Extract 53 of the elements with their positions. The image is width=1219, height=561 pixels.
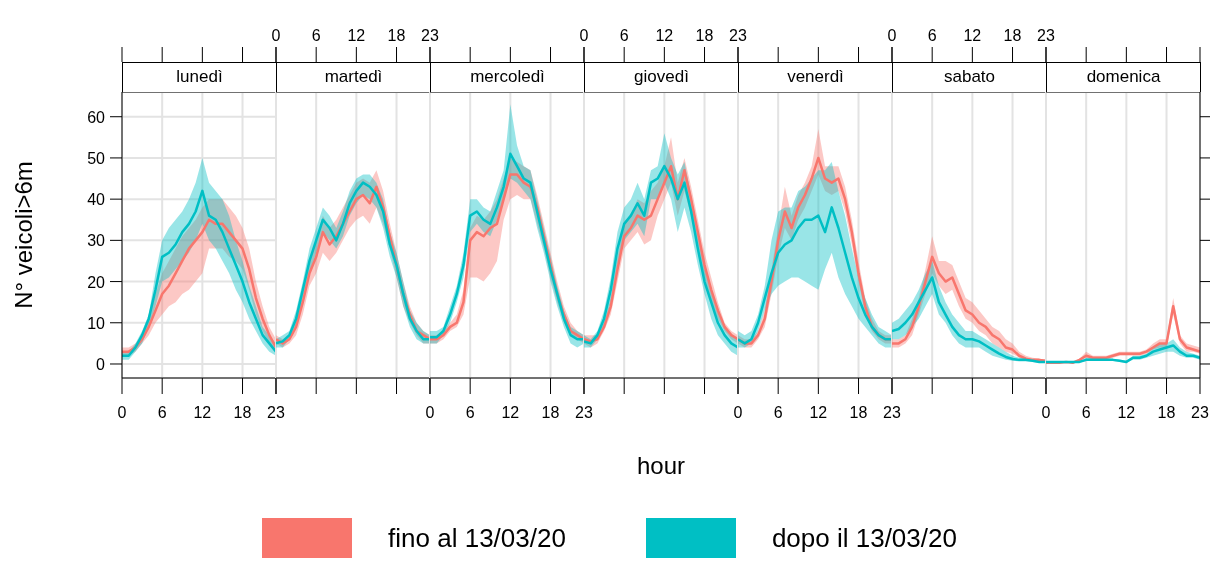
x-tick-label: 23 bbox=[883, 404, 901, 421]
chart-title: domenica bbox=[1046, 62, 1201, 92]
legend-label: dopo il 13/03/20 bbox=[771, 522, 957, 554]
x-tick-label: 18 bbox=[541, 404, 560, 421]
y-tick-label: 50 bbox=[87, 149, 106, 167]
x-tick-label: 23 bbox=[421, 27, 439, 44]
x-tick-label: 12 bbox=[963, 27, 982, 44]
y-tick-label: 30 bbox=[87, 232, 106, 250]
x-tick-label: 6 bbox=[619, 27, 629, 44]
x-tick-label: 6 bbox=[773, 404, 783, 421]
x-tick-label: 23 bbox=[1037, 27, 1055, 44]
y-tick-label: 60 bbox=[87, 108, 106, 126]
chart-title: sabato bbox=[892, 62, 1047, 92]
chart-title: lunedì bbox=[122, 62, 277, 92]
x-tick-label: 23 bbox=[1191, 404, 1209, 421]
x-tick-label: 12 bbox=[809, 404, 828, 421]
x-tick-label: 6 bbox=[927, 27, 937, 44]
x-tick-label: 0 bbox=[1041, 404, 1051, 421]
x-tick-label: 18 bbox=[387, 27, 406, 44]
y-tick-label: 10 bbox=[87, 314, 106, 332]
x-tick-label: 6 bbox=[311, 27, 321, 44]
x-tick-label: 6 bbox=[465, 404, 475, 421]
x-tick-label: 12 bbox=[655, 27, 674, 44]
x-tick-label: 23 bbox=[575, 404, 593, 421]
chart-title: giovedì bbox=[584, 62, 739, 92]
x-tick-label: 12 bbox=[501, 404, 520, 421]
x-tick-label: 6 bbox=[1081, 404, 1091, 421]
y-axis-title: N° veicoli>6m bbox=[9, 160, 38, 311]
x-tick-label: 0 bbox=[271, 27, 281, 44]
x-tick-label: 18 bbox=[1157, 404, 1176, 421]
x-tick-label: 18 bbox=[849, 404, 868, 421]
chart-title: venerdì bbox=[738, 62, 893, 92]
x-tick-label: 0 bbox=[579, 27, 589, 44]
x-tick-label: 12 bbox=[1117, 404, 1136, 421]
x-tick-label: 0 bbox=[733, 404, 743, 421]
y-tick-label: 40 bbox=[87, 191, 106, 209]
x-tick-label: 0 bbox=[117, 404, 127, 421]
x-tick-label: 23 bbox=[729, 27, 747, 44]
x-tick-label: 12 bbox=[193, 404, 212, 421]
y-tick-label: 0 bbox=[96, 355, 106, 373]
x-tick-label: 18 bbox=[233, 404, 252, 421]
x-tick-label: 0 bbox=[887, 27, 897, 44]
x-tick-label: 0 bbox=[425, 404, 435, 421]
legend-label: fino al 13/03/20 bbox=[388, 522, 566, 554]
x-tick-label: 23 bbox=[267, 404, 285, 421]
x-axis-title: hour bbox=[635, 452, 686, 480]
x-tick-label: 6 bbox=[157, 404, 167, 421]
chart-title: martedì bbox=[276, 62, 431, 92]
y-tick-label: 20 bbox=[87, 273, 106, 291]
x-tick-label: 18 bbox=[1003, 27, 1022, 44]
x-tick-label: 12 bbox=[347, 27, 366, 44]
chart-title: mercoledì bbox=[430, 62, 585, 92]
x-tick-label: 18 bbox=[695, 27, 714, 44]
